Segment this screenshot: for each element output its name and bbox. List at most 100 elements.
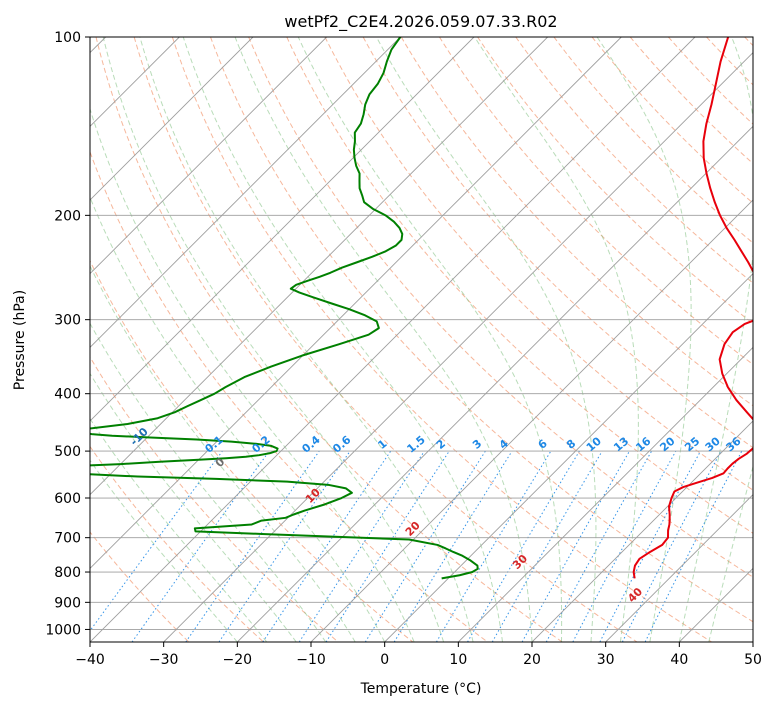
dry-adiabat-label: 30 bbox=[510, 552, 530, 572]
dry-adiabat-line bbox=[90, 356, 339, 642]
dry-adiabat-line bbox=[515, 37, 753, 284]
y-axis: 100 200 300 400 500 600 700 800 900 1000 bbox=[45, 30, 90, 638]
isotherm-line bbox=[384, 273, 753, 642]
dry-adiabat-line bbox=[439, 37, 753, 366]
mixing-ratio-line bbox=[185, 450, 320, 642]
moist-adiabat-line bbox=[90, 322, 327, 642]
mixing-ratio-line bbox=[90, 450, 223, 632]
x-tick-label: 20 bbox=[523, 652, 541, 668]
x-axis: −40 −30 −20 −10 0 10 20 30 40 50 bbox=[75, 642, 762, 668]
mixing-ratio-label: 8 bbox=[564, 437, 578, 452]
dry-adiabat-line bbox=[133, 37, 638, 642]
dry-adiabat-line bbox=[286, 37, 753, 534]
dry-adiabat-line bbox=[90, 150, 488, 642]
plot-frame bbox=[89, 36, 754, 643]
mixing-ratio-label: 1.5 bbox=[405, 433, 428, 455]
mixing-ratio-label: 6 bbox=[536, 437, 550, 452]
mixing-ratio-line bbox=[572, 450, 677, 642]
mixing-ratio-line bbox=[218, 450, 351, 642]
mixing-ratio-line bbox=[325, 450, 450, 642]
dry-adiabat-line bbox=[95, 37, 563, 642]
y-tick-label: 900 bbox=[54, 595, 81, 611]
moist-adiabat-line bbox=[678, 37, 753, 642]
isotherm-line bbox=[90, 37, 548, 496]
dry-adiabat-line bbox=[591, 37, 753, 204]
moist-adiabat-line bbox=[297, 37, 563, 642]
mixing-ratio-line bbox=[521, 450, 630, 642]
mixing-ratio-line bbox=[262, 450, 392, 642]
dry-adiabat-line bbox=[324, 37, 753, 491]
isotherm-line bbox=[90, 37, 254, 201]
mixing-ratio-line bbox=[599, 450, 701, 642]
moist-adiabat-line bbox=[90, 459, 238, 642]
mixing-ratio-label: 1 bbox=[375, 437, 389, 452]
moist-adiabat-line bbox=[182, 37, 504, 642]
mixing-ratio-line bbox=[298, 450, 425, 642]
x-tick-label: −40 bbox=[75, 652, 105, 668]
x-tick-label: 0 bbox=[380, 652, 389, 668]
dry-adiabat-line bbox=[668, 37, 753, 125]
dry-adiabat-line bbox=[362, 37, 753, 449]
dry-adiabat-line bbox=[90, 531, 190, 642]
x-tick-label: 30 bbox=[597, 652, 615, 668]
mixing-ratio-label: 2 bbox=[434, 437, 448, 452]
dry-adiabat-line bbox=[210, 37, 753, 623]
mixing-ratio-line bbox=[644, 450, 743, 642]
y-tick-label: 300 bbox=[54, 313, 81, 329]
moist-adiabat-line bbox=[474, 37, 639, 642]
mixing-ratio-line bbox=[131, 450, 270, 642]
isotherm-line bbox=[90, 37, 622, 569]
isotherm-line bbox=[90, 37, 401, 348]
dry-adiabat-line bbox=[400, 37, 753, 407]
moist-adiabat-line bbox=[90, 264, 356, 642]
dry-adiabat-line bbox=[477, 37, 753, 325]
moist-adiabat-line bbox=[102, 37, 445, 642]
dewpoint-profile-line bbox=[90, 37, 479, 580]
dry-adiabat-line bbox=[90, 445, 264, 642]
x-tick-label: 50 bbox=[744, 652, 762, 668]
isotherm-line bbox=[458, 346, 753, 642]
y-tick-label: 400 bbox=[54, 387, 81, 403]
x-tick-label: −20 bbox=[223, 652, 253, 668]
dry-adiabat-line bbox=[248, 37, 753, 578]
moist-adiabat-line bbox=[90, 107, 415, 642]
isotherm-line bbox=[531, 420, 753, 642]
moist-adiabat-line bbox=[90, 417, 268, 642]
moist-adiabat-line bbox=[90, 372, 297, 642]
isotherm-line bbox=[237, 125, 753, 642]
dry-adiabat-line bbox=[629, 37, 753, 165]
isotherm-line bbox=[605, 494, 753, 642]
mixing-ratio-label: 0.4 bbox=[299, 433, 323, 456]
y-tick-label: 700 bbox=[54, 531, 81, 547]
mixing-ratio-label: 0.6 bbox=[330, 433, 354, 456]
isotherm-line bbox=[90, 37, 475, 422]
dry-adiabat-line bbox=[744, 37, 753, 47]
mixing-ratio-line bbox=[435, 450, 552, 642]
y-tick-label: 800 bbox=[54, 565, 81, 581]
temperature-profile-line bbox=[632, 37, 753, 579]
moist-adiabat-line bbox=[708, 464, 753, 642]
mixing-ratio-line bbox=[467, 450, 580, 642]
y-axis-label: Pressure (hPa) bbox=[12, 290, 28, 390]
isotherm-line bbox=[163, 52, 753, 642]
x-tick-label: −30 bbox=[149, 652, 179, 668]
mixing-ratio-line bbox=[393, 450, 513, 642]
isotherm-line bbox=[752, 641, 753, 642]
moist-adiabat-line bbox=[139, 37, 474, 642]
moist-adiabat-line bbox=[376, 37, 597, 642]
dry-adiabat-line bbox=[90, 259, 414, 642]
dry-adiabat-line bbox=[171, 37, 712, 642]
x-axis-label: Temperature (°C) bbox=[360, 681, 482, 697]
moist-adiabat-line bbox=[90, 196, 386, 642]
isotherm-line bbox=[310, 199, 753, 642]
y-tick-label: 600 bbox=[54, 491, 81, 507]
x-tick-label: −10 bbox=[296, 652, 326, 668]
dry-adiabat-line bbox=[553, 37, 753, 244]
chart-title: wetPf2_C2E4.2026.059.07.33.R02 bbox=[284, 12, 557, 32]
isotherm-line bbox=[90, 37, 696, 642]
moist-adiabat-line bbox=[596, 37, 692, 642]
y-tick-label: 100 bbox=[54, 30, 81, 46]
dry-adiabat-label: 20 bbox=[403, 519, 423, 539]
x-tick-label: 10 bbox=[449, 652, 467, 668]
